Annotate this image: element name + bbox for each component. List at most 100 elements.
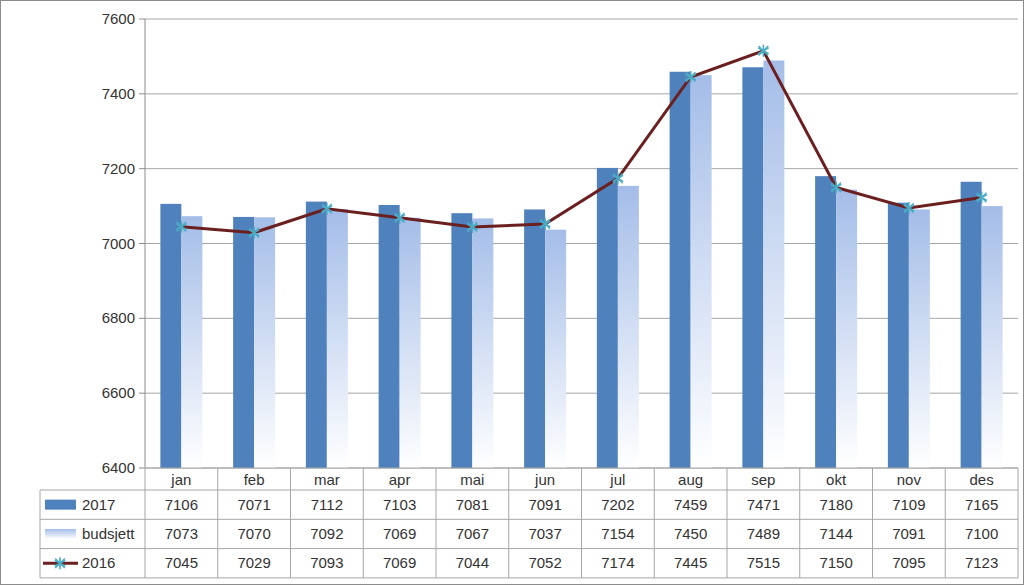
- table-value: 7489: [747, 525, 780, 542]
- table-line: [40, 490, 1018, 491]
- bar: [451, 213, 472, 468]
- table-value: 7515: [747, 554, 780, 571]
- table-line: [145, 468, 146, 578]
- marker: [613, 172, 623, 184]
- table-value: 7091: [892, 525, 925, 542]
- marker: [394, 212, 404, 224]
- table-value: 7070: [237, 525, 270, 542]
- legend-key: [45, 500, 76, 510]
- table-line: [945, 468, 946, 578]
- table-line: [363, 468, 364, 578]
- y-tick-label: 7200: [102, 160, 135, 177]
- y-tick-label: 6400: [102, 459, 135, 476]
- marker: [322, 203, 332, 215]
- table-value: 7123: [965, 554, 998, 571]
- legend-marker: [55, 557, 65, 569]
- table-value: 7093: [310, 554, 343, 571]
- grid-line: [145, 393, 1018, 394]
- table-value: 7071: [237, 496, 270, 513]
- bar: [742, 67, 763, 468]
- y-tick-label: 7000: [102, 235, 135, 252]
- table-value: 7037: [528, 525, 561, 542]
- y-axis: [145, 19, 146, 468]
- bar: [233, 217, 254, 468]
- x-tick-label: nov: [897, 471, 922, 488]
- bar: [160, 204, 181, 468]
- table-line: [145, 468, 1018, 469]
- x-tick-label: sep: [751, 471, 775, 488]
- table-line: [727, 468, 728, 578]
- tick-mark: [139, 243, 145, 244]
- table-value: 7052: [528, 554, 561, 571]
- bar: [618, 186, 639, 468]
- table-line: [436, 468, 437, 578]
- tick-mark: [139, 93, 145, 94]
- table-value: 7092: [310, 525, 343, 542]
- bar: [524, 209, 545, 468]
- table-line: [40, 519, 1018, 520]
- table-value: 7150: [819, 554, 852, 571]
- table-value: 7106: [165, 496, 198, 513]
- table-value: 7067: [456, 525, 489, 542]
- table-value: 7069: [383, 554, 416, 571]
- table-line: [40, 548, 1018, 549]
- table-value: 7459: [674, 496, 707, 513]
- table-line: [872, 468, 873, 578]
- bar: [545, 230, 566, 468]
- marker: [540, 218, 550, 230]
- table-value: 7202: [601, 496, 634, 513]
- legend-label: 2017: [82, 496, 115, 513]
- tick-mark: [139, 168, 145, 169]
- table-value: 7081: [456, 496, 489, 513]
- bar: [400, 218, 421, 468]
- bar: [472, 218, 493, 468]
- tick-mark: [139, 468, 145, 469]
- x-tick-label: des: [970, 471, 994, 488]
- marker: [467, 221, 477, 233]
- x-tick-label: jul: [609, 471, 625, 488]
- marker: [831, 181, 841, 193]
- table-value: 7154: [601, 525, 634, 542]
- bar: [888, 203, 909, 468]
- line: [181, 51, 981, 233]
- x-tick-label: mar: [314, 471, 340, 488]
- marker: [976, 191, 986, 203]
- chart-frame: [1, 1, 1024, 585]
- bar: [909, 209, 930, 468]
- marker: [176, 221, 186, 233]
- bar: [597, 168, 618, 468]
- bar: [815, 176, 836, 468]
- x-tick-label: jun: [534, 471, 555, 488]
- grid-line: [145, 19, 1018, 20]
- table-value: 7100: [965, 525, 998, 542]
- bar: [327, 209, 348, 468]
- table-value: 7445: [674, 554, 707, 571]
- marker: [685, 71, 695, 83]
- grid-line: [145, 93, 1018, 94]
- table-value: 7073: [165, 525, 198, 542]
- table-value: 7044: [456, 554, 489, 571]
- bar: [181, 216, 202, 468]
- plot-area: [160, 45, 1002, 468]
- bar: [379, 205, 400, 468]
- table-value: 7109: [892, 496, 925, 513]
- x-tick-label: okt: [826, 471, 847, 488]
- marker: [904, 202, 914, 214]
- y-tick-label: 6800: [102, 309, 135, 326]
- table-value: 7103: [383, 496, 416, 513]
- chart: 6400660068007000720074007600janfebmarapr…: [0, 0, 1024, 585]
- tick-mark: [139, 393, 145, 394]
- bar: [691, 75, 712, 468]
- legend-label: budsjett: [82, 525, 135, 542]
- y-tick-label: 7400: [102, 85, 135, 102]
- grid-line: [145, 243, 1018, 244]
- table-value: 7091: [528, 496, 561, 513]
- table-line: [40, 577, 1018, 578]
- table-value: 7029: [237, 554, 270, 571]
- x-tick-label: feb: [244, 471, 265, 488]
- grid-line: [145, 168, 1018, 169]
- y-tick-label: 7600: [102, 10, 135, 27]
- table-line: [654, 468, 655, 578]
- marker: [249, 227, 259, 239]
- table-line: [217, 468, 218, 578]
